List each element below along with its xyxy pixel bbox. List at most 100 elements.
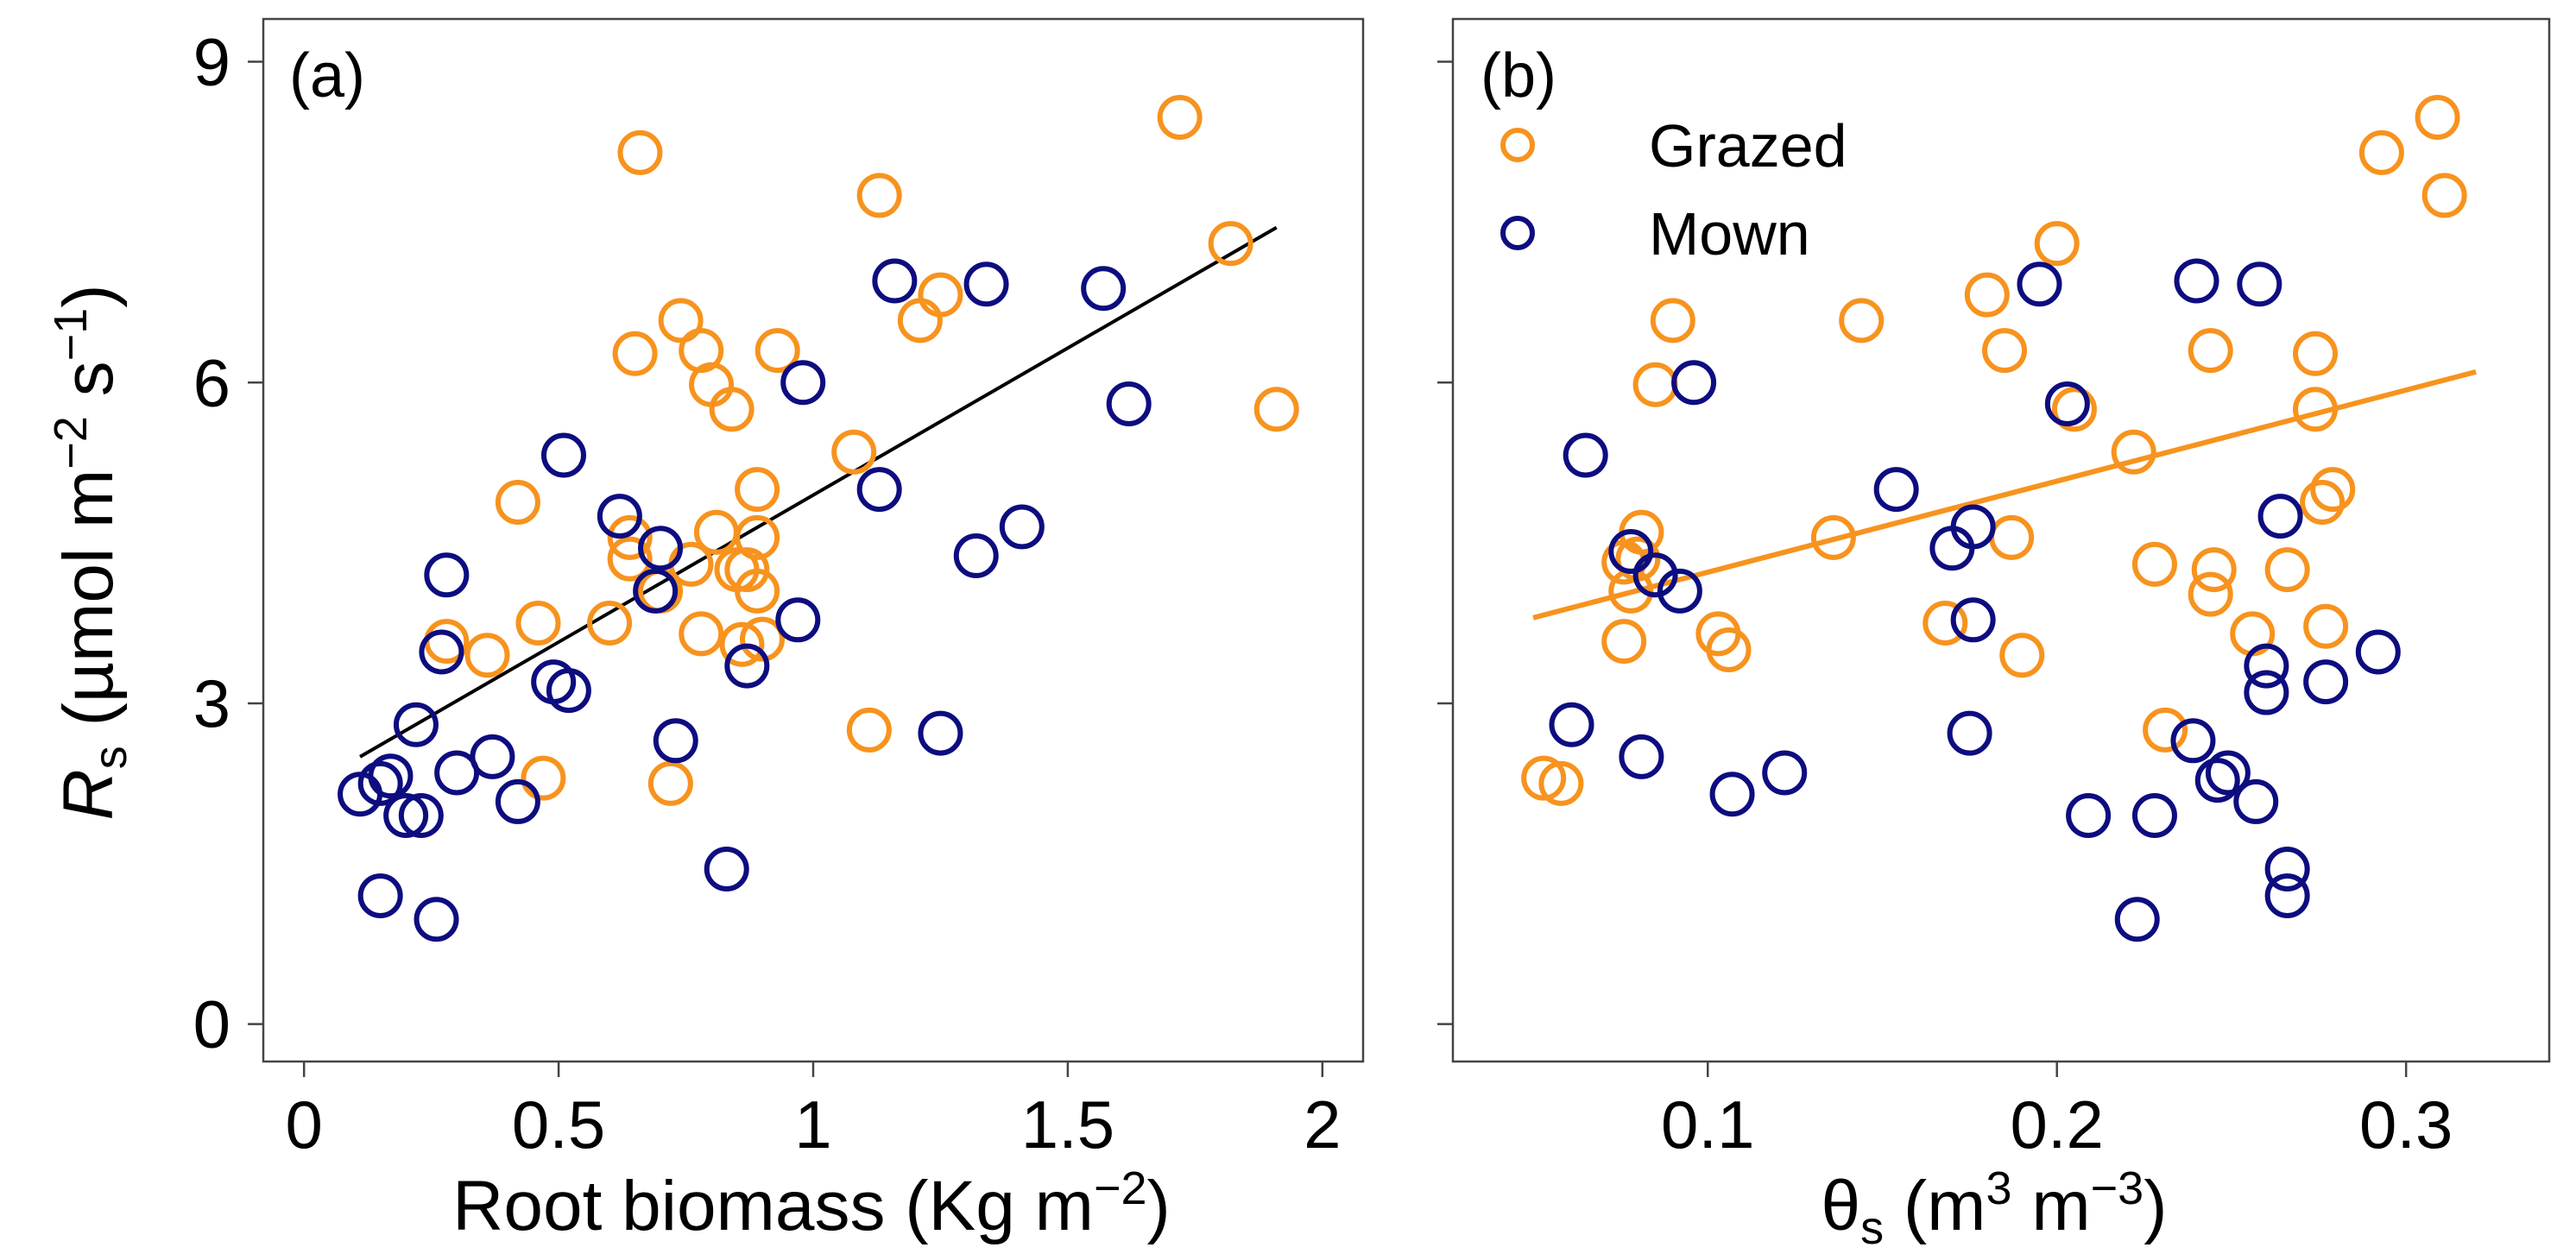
panel-b-grazed-point: [2293, 331, 2339, 376]
panel-b-mown-point: [1873, 467, 1919, 513]
panel-a-y-tick-label: 0: [193, 986, 230, 1062]
panel-b-mown-point: [2044, 381, 2090, 427]
panel-a-mown-point: [546, 668, 591, 714]
panel-a-frame: [262, 17, 1365, 1063]
panel-b-mown-point: [1762, 750, 1808, 796]
panel-a-grazed-point: [464, 633, 510, 678]
panel-a-grazed-point: [709, 387, 754, 432]
panel-a-grazed-point: [617, 129, 663, 175]
panel-a-x-tick-label: 2: [1304, 1087, 1341, 1162]
y-axis-title: Rs (µmol m−2 s−1): [45, 284, 136, 820]
panel-b-grazed-point: [2421, 173, 2467, 218]
panel-b-label: (b): [1481, 41, 1556, 110]
panel-a-mown-point: [963, 261, 1009, 307]
panel-a-grazed-point: [689, 362, 735, 407]
panel-b-grazed-point: [2051, 387, 2097, 432]
panel-b-grazed-point: [1706, 627, 1752, 672]
panel-a-mown-point: [414, 897, 459, 942]
panel-b-grazed-point: [1632, 362, 1678, 407]
panel-b-x-tick-label: 0.3: [2359, 1087, 2453, 1162]
panel-a-grazed-point: [647, 760, 693, 806]
panel-b-mown-point: [2170, 718, 2216, 764]
panel-b-grazed-point: [1964, 272, 2010, 318]
panel-a-x-tick-label: 1.5: [1021, 1087, 1114, 1162]
panel-b-grazed-point: [2300, 480, 2346, 526]
legend: Grazed Mown: [1500, 112, 1847, 268]
panel-a-mown-point: [724, 643, 770, 689]
panel-a-mown-point: [419, 629, 464, 675]
panel-a-mown-point: [495, 778, 540, 824]
panel-b-grazed-point: [1989, 514, 2035, 560]
panel-a-grazed-point: [607, 536, 653, 582]
panel-b-grazed-point: [1650, 298, 1695, 343]
panel-b-mown-point: [2244, 670, 2289, 715]
legend-mown-marker: [1500, 216, 1535, 250]
panel-b-grazed-point: [2143, 707, 2188, 753]
panel-b-grazed-point: [2188, 328, 2233, 374]
panel-a-mown-point: [357, 873, 403, 918]
panel-a-y-tick-label: 6: [193, 344, 230, 420]
panel-b-mown-point: [1929, 526, 1975, 571]
panel-a-grazed-point: [607, 514, 653, 560]
panel-a-fit-line: [359, 225, 1278, 759]
panel-b-mown-point: [2194, 758, 2240, 803]
panel-b-x-tick-label: 0.2: [2010, 1087, 2103, 1162]
panel-b-mown-point: [2205, 750, 2251, 796]
panel-b-x-axis-title: θs (m3 m−3): [1821, 1162, 2167, 1254]
panel-b-mown-point: [2303, 659, 2349, 705]
panel-b-mown-point: [2237, 261, 2282, 307]
panel-b-mown-point: [2114, 897, 2160, 942]
panel-a-grazed-point: [1253, 387, 1299, 432]
panel-a-y-tick-label: 3: [193, 665, 230, 741]
panel-a-grazed-point: [679, 611, 724, 657]
panel-b-grazed-point: [1601, 619, 1647, 665]
panel-b-grazed-point: [1923, 601, 1968, 646]
panel-a-mown-point: [953, 532, 999, 578]
panel-a-grazed-point: [735, 514, 780, 560]
panel-b-mown-point: [1657, 568, 1702, 614]
panel-b-mown-point: [2131, 793, 2177, 839]
panel-b-grazed-point: [2111, 429, 2156, 475]
panel-a-grazed-point: [897, 298, 943, 343]
panel-b-mown-point: [2257, 494, 2303, 539]
panel-a-grazed-point: [846, 707, 892, 753]
panel-a-grazed-point: [740, 616, 786, 662]
panel-a-grazed-point: [754, 328, 800, 374]
panel-a-grazed-point: [918, 272, 963, 318]
panel-a-grazed-point: [515, 601, 561, 646]
panel-b-mown-point: [1709, 772, 1755, 817]
panel-b-grazed-point: [2358, 129, 2404, 175]
panel-b-mown-point: [1632, 552, 1678, 598]
panel-a-mown-point: [424, 552, 470, 598]
panel-b-grazed-point: [2293, 387, 2339, 432]
panel-a-mown-point: [470, 734, 515, 779]
panel-a-y-tick-label: 9: [193, 24, 230, 100]
panel-a-mown-point: [872, 258, 918, 304]
panel-b-mown-point: [2174, 258, 2219, 304]
panel-a-grazed-point: [658, 298, 704, 343]
panel-b-mown-point: [2233, 778, 2279, 824]
panel-a-grazed-point: [587, 601, 633, 646]
panel-b-mown-point: [1947, 710, 1992, 756]
panel-b-grazed-point: [2415, 94, 2460, 140]
panel-b-grazed-point: [2191, 547, 2237, 593]
panel-a-mown-point: [597, 494, 642, 539]
panel-a-mown-point: [918, 710, 963, 756]
legend-grazed-label: Grazed: [1649, 112, 1847, 180]
panel-b-x-tick-label: 0.1: [1661, 1087, 1754, 1162]
panel-b-frame: [1451, 17, 2551, 1063]
panel-a-mown-point: [1081, 266, 1127, 312]
panel-a-mown-point: [704, 846, 749, 891]
panel-b-mown-point: [2264, 846, 2310, 891]
panel-b-mown-point: [2244, 643, 2289, 689]
panel-a-mown-point: [398, 793, 444, 839]
panel-b-mown-point: [2017, 261, 2062, 307]
panel-a-mown-point: [540, 432, 586, 478]
panel-a-mown-point: [638, 526, 684, 571]
panel-b-grazed-point: [1538, 760, 1584, 806]
panel-a-x-tick-label: 0: [285, 1087, 322, 1162]
panel-a-grazed-point: [735, 467, 780, 513]
panel-b-grazed-point: [1982, 328, 2028, 374]
legend-grazed-marker: [1500, 128, 1535, 162]
